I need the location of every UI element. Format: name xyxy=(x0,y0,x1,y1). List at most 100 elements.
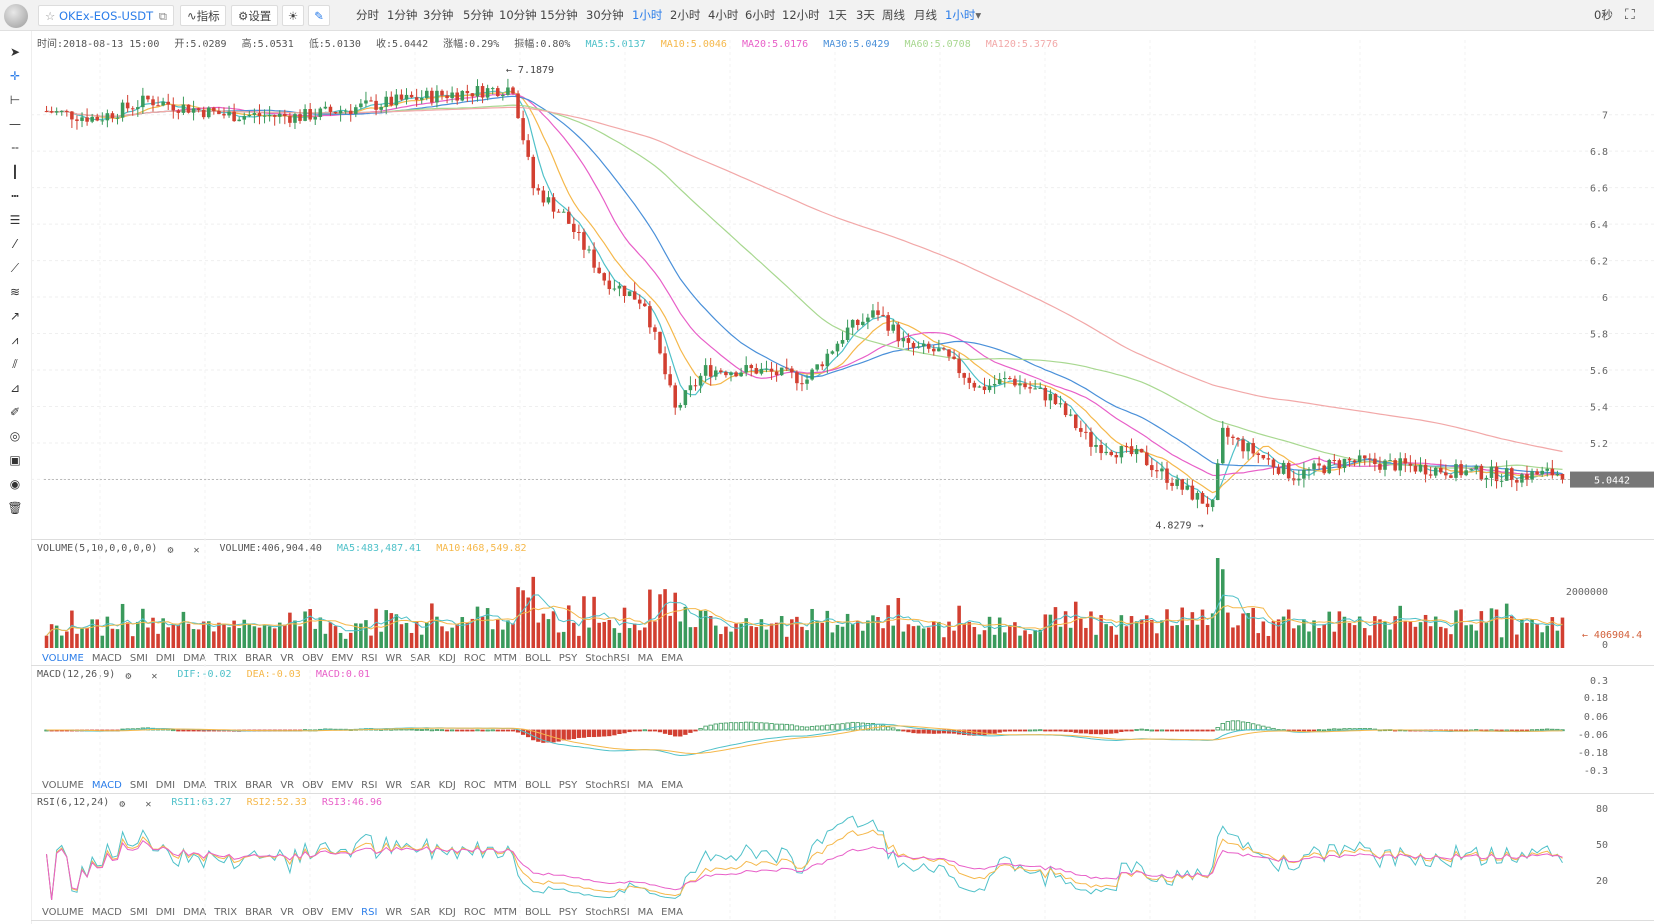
spiral-icon[interactable]: ◎ xyxy=(9,429,21,443)
period-8[interactable]: 2小时 xyxy=(670,8,701,22)
indicator-tab-wr[interactable]: WR xyxy=(385,653,403,664)
period-11[interactable]: 12小时 xyxy=(782,8,820,22)
indicator-tab-stochrsi[interactable]: StochRSI xyxy=(585,907,630,918)
indicator-tab-vr[interactable]: VR xyxy=(280,780,295,791)
indicator-tab-volume[interactable]: VOLUME xyxy=(42,653,84,664)
indicator-tab-trix[interactable]: TRIX xyxy=(214,780,238,791)
indicator-tab-rsi[interactable]: RSI xyxy=(361,780,378,791)
indicator-tab-boll[interactable]: BOLL xyxy=(525,780,551,791)
indicator-tab-dma[interactable]: DMA xyxy=(183,780,207,791)
indicator-tab-boll[interactable]: BOLL xyxy=(525,907,551,918)
period-3[interactable]: 5分钟 xyxy=(463,8,494,22)
fullscreen-icon[interactable]: ⛶ xyxy=(1625,7,1635,23)
indicator-tab-rsi[interactable]: RSI xyxy=(361,653,378,664)
indicator-tab-ema[interactable]: EMA xyxy=(661,907,683,918)
indicator-tab-smi[interactable]: SMI xyxy=(129,780,148,791)
indicator-tab-brar[interactable]: BRAR xyxy=(245,907,273,918)
close-icon[interactable]: ✕ xyxy=(145,799,152,810)
indicator-tab-stochrsi[interactable]: StochRSI xyxy=(585,653,630,664)
indicator-tab-rsi[interactable]: RSI xyxy=(361,907,378,918)
period-2[interactable]: 3分钟 xyxy=(423,8,454,22)
indicator-tab-roc[interactable]: ROC xyxy=(463,780,486,791)
indicators-button[interactable]: ∿指标 xyxy=(180,5,226,26)
indicator-tab-trix[interactable]: TRIX xyxy=(214,653,238,664)
eye-icon[interactable]: ◉ xyxy=(9,477,21,491)
period-13[interactable]: 3天 xyxy=(856,8,875,22)
indicator-tab-volume[interactable]: VOLUME xyxy=(42,780,84,791)
gann-icon[interactable]: ⫽ xyxy=(12,356,18,371)
indicator-tab-stochrsi[interactable]: StochRSI xyxy=(585,780,630,791)
indicator-tab-vr[interactable]: VR xyxy=(280,907,295,918)
symbol-selector[interactable]: ☆ OKEx-EOS-USDT ⧉ xyxy=(38,5,174,26)
indicator-tab-kdj[interactable]: KDJ xyxy=(438,653,456,664)
cursor-icon[interactable]: ➤ xyxy=(9,45,21,59)
trend-line-icon[interactable]: ⁄ xyxy=(13,237,16,251)
indicator-tab-ema[interactable]: EMA xyxy=(661,653,683,664)
indicator-tab-ma[interactable]: MA xyxy=(637,907,654,918)
indicator-tab-ma[interactable]: MA xyxy=(637,780,654,791)
indicator-tab-obv[interactable]: OBV xyxy=(302,653,324,664)
indicator-tab-dma[interactable]: DMA xyxy=(183,907,207,918)
indicator-tab-volume[interactable]: VOLUME xyxy=(42,907,84,918)
pitchfork-icon[interactable]: ⩘ xyxy=(11,332,19,347)
indicator-tab-dmi[interactable]: DMI xyxy=(155,653,176,664)
trend-angle-icon[interactable]: ⟋ xyxy=(10,260,20,275)
close-icon[interactable]: ✕ xyxy=(151,671,158,682)
ray-icon[interactable]: ╌ xyxy=(11,141,19,155)
period-dropdown[interactable]: 1小时▾ xyxy=(945,8,982,22)
star-icon[interactable]: ☆ xyxy=(45,9,56,23)
indicator-tab-obv[interactable]: OBV xyxy=(302,780,324,791)
indicator-tab-psy[interactable]: PSY xyxy=(558,907,578,918)
indicator-tab-smi[interactable]: SMI xyxy=(129,907,148,918)
period-4[interactable]: 10分钟 xyxy=(499,8,537,22)
indicator-tab-roc[interactable]: ROC xyxy=(463,907,486,918)
period-14[interactable]: 周线 xyxy=(882,8,905,22)
close-icon[interactable]: ✕ xyxy=(193,545,200,556)
trash-icon[interactable]: 🗑 xyxy=(7,501,23,515)
period-7[interactable]: 1小时 xyxy=(632,8,663,22)
period-0[interactable]: 分时 xyxy=(356,8,379,22)
period-9[interactable]: 4小时 xyxy=(708,8,739,22)
indicator-tab-psy[interactable]: PSY xyxy=(558,653,578,664)
segment-icon[interactable]: ⊢ xyxy=(9,93,21,107)
crosshair-icon[interactable]: ✛ xyxy=(9,69,21,83)
indicator-tab-vr[interactable]: VR xyxy=(280,653,295,664)
indicator-tab-emv[interactable]: EMV xyxy=(331,780,354,791)
camera-icon[interactable]: ▣ xyxy=(9,453,21,467)
indicator-tab-wr[interactable]: WR xyxy=(385,780,403,791)
parallel-channel-icon[interactable]: ☰ xyxy=(9,213,21,227)
fan-icon[interactable]: ⊿ xyxy=(9,381,21,395)
indicator-tab-mtm[interactable]: MTM xyxy=(493,653,517,664)
vertical-line-icon[interactable]: ┃ xyxy=(11,165,19,179)
indicator-tab-trix[interactable]: TRIX xyxy=(214,907,238,918)
indicator-tab-kdj[interactable]: KDJ xyxy=(438,780,456,791)
gear-icon[interactable]: ⚙ xyxy=(167,545,174,556)
indicator-tab-psy[interactable]: PSY xyxy=(558,780,578,791)
fib-icon[interactable]: ≋ xyxy=(9,285,21,299)
indicator-tab-ma[interactable]: MA xyxy=(637,653,654,664)
indicator-tab-macd[interactable]: MACD xyxy=(91,653,122,664)
indicator-tab-macd[interactable]: MACD xyxy=(91,780,122,791)
price-line-icon[interactable]: ┅ xyxy=(11,189,19,203)
gear-icon[interactable]: ⚙ xyxy=(125,671,132,682)
indicator-tab-roc[interactable]: ROC xyxy=(463,653,486,664)
indicator-tab-dmi[interactable]: DMI xyxy=(155,780,176,791)
popout-icon[interactable]: ⧉ xyxy=(158,9,167,23)
period-12[interactable]: 1天 xyxy=(828,8,847,22)
period-5[interactable]: 15分钟 xyxy=(540,8,578,22)
indicator-tab-mtm[interactable]: MTM xyxy=(493,780,517,791)
indicator-tab-mtm[interactable]: MTM xyxy=(493,907,517,918)
period-15[interactable]: 月线 xyxy=(914,8,937,22)
indicator-tab-brar[interactable]: BRAR xyxy=(245,780,273,791)
period-10[interactable]: 6小时 xyxy=(745,8,776,22)
extended-line-icon[interactable]: ↗ xyxy=(9,309,21,323)
indicator-tab-sar[interactable]: SAR xyxy=(410,780,431,791)
indicator-tab-brar[interactable]: BRAR xyxy=(245,653,273,664)
indicator-tab-emv[interactable]: EMV xyxy=(331,653,354,664)
indicator-tab-ema[interactable]: EMA xyxy=(661,780,683,791)
period-1[interactable]: 1分钟 xyxy=(387,8,418,22)
indicator-tab-wr[interactable]: WR xyxy=(385,907,403,918)
draw-tool-button[interactable]: ✎ xyxy=(308,5,330,26)
indicator-tab-boll[interactable]: BOLL xyxy=(525,653,551,664)
indicator-tab-emv[interactable]: EMV xyxy=(331,907,354,918)
